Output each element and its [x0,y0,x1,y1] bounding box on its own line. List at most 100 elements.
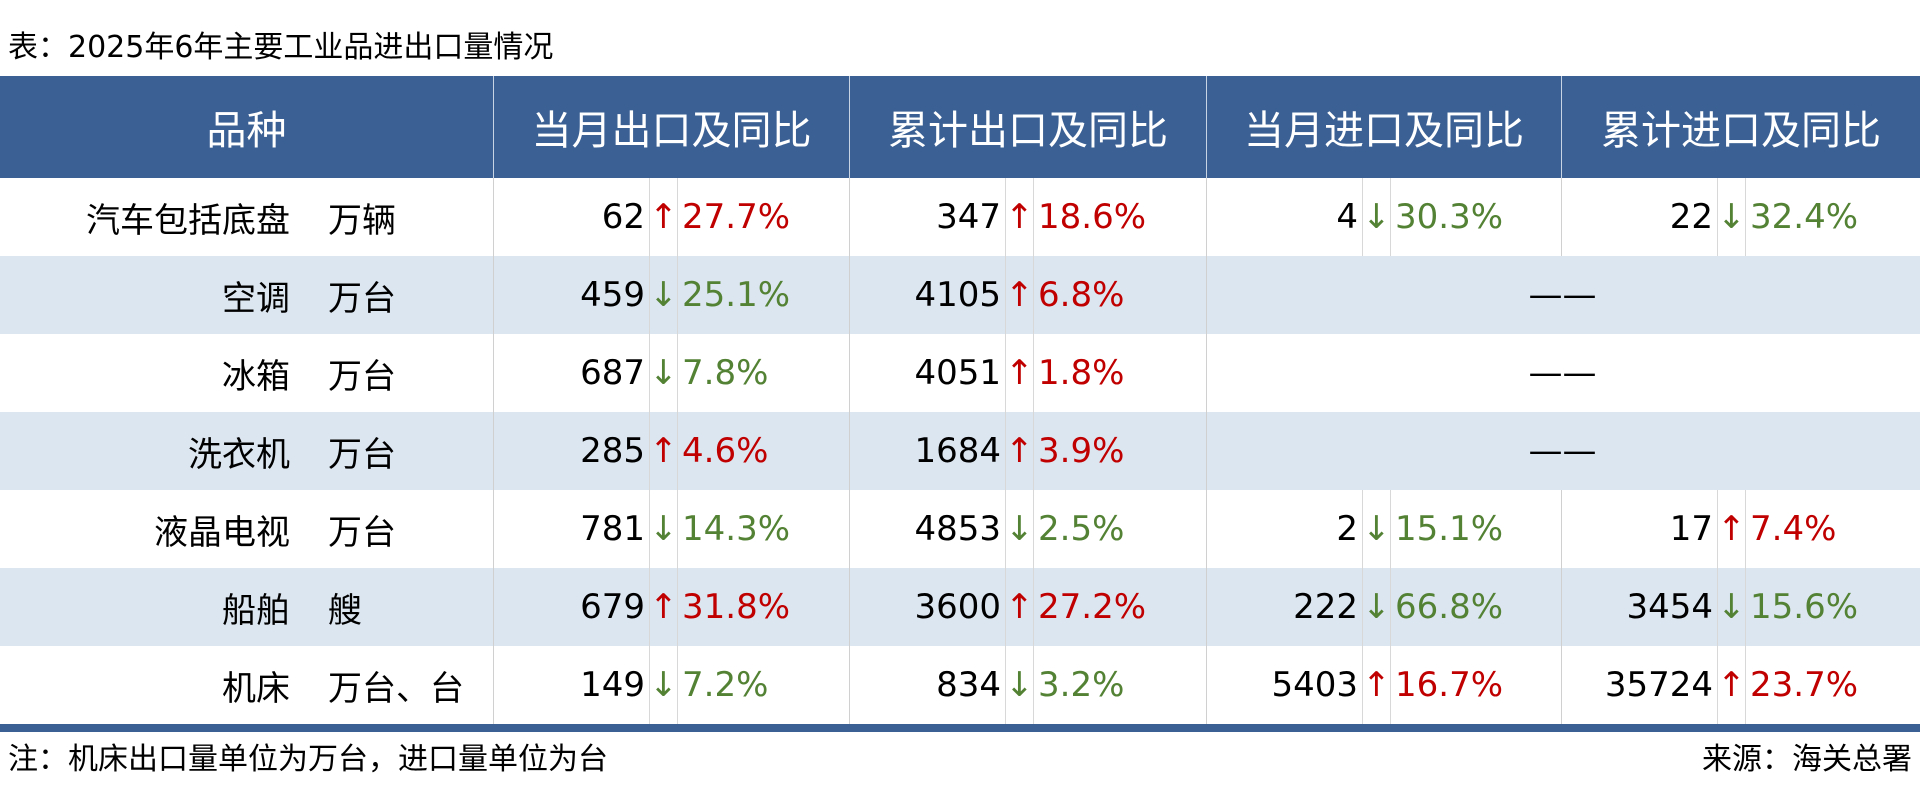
header-cell: 累计出口及同比 [849,76,1206,178]
arrow-up-icon: ↑ [1005,178,1034,256]
table-row: 冰箱 万台 687 ↓ 7.8% 4051 ↑ 1.8% —— [0,334,1920,412]
quantity: 3600 [850,568,1006,646]
product-unit: 万台 [328,434,396,475]
yoy-change: 1.8% [1038,353,1125,393]
yoy-change: 7.4% [1750,509,1837,549]
bottom-rule [0,724,1920,732]
header-cell: 当月出口及同比 [493,76,849,178]
product-name: 空调 [222,278,290,319]
yoy-change: 15.6% [1750,587,1859,627]
product-name: 冰箱 [222,356,290,397]
table-title: 表：2025年6年主要工业品进出口量情况 [8,30,554,65]
arrow-up-icon: ↑ [1717,646,1746,724]
value-cell: 149 ↓ 7.2% [493,646,849,724]
yoy-change: 31.8% [682,587,791,627]
quantity: 17 [1562,490,1718,568]
value-cell: 4853 ↓ 2.5% [849,490,1206,568]
trade-table: 品种 当月出口及同比 累计出口及同比 当月进口及同比 累计进口及同比 汽车包括底… [0,76,1920,732]
product-name: 汽车包括底盘 [86,200,290,241]
source: 来源：海关总署 [1702,742,1912,777]
arrow-down-icon: ↓ [649,646,678,724]
arrow-up-icon: ↑ [649,178,678,256]
yoy-change: 27.2% [1038,587,1147,627]
product-cell: 冰箱 万台 [0,334,493,412]
header-cell: 累计进口及同比 [1561,76,1920,178]
arrow-down-icon: ↓ [649,334,678,412]
value-cell: 4105 ↑ 6.8% [849,256,1206,334]
quantity: 222 [1207,568,1363,646]
quantity: 3454 [1562,568,1718,646]
value-cell: 459 ↓ 25.1% [493,256,849,334]
quantity: 4051 [850,334,1006,412]
product-unit: 万辆 [328,200,396,241]
arrow-up-icon: ↑ [1005,334,1034,412]
value-cell: 5403 ↑ 16.7% [1206,646,1561,724]
value-cell: 4051 ↑ 1.8% [849,334,1206,412]
value-cell: 679 ↑ 31.8% [493,568,849,646]
value-cell: 62 ↑ 27.7% [493,178,849,256]
arrow-down-icon: ↓ [1005,490,1034,568]
header-row: 品种 当月出口及同比 累计出口及同比 当月进口及同比 累计进口及同比 [0,76,1920,178]
yoy-change: 16.7% [1395,665,1504,705]
arrow-down-icon: ↓ [1717,178,1746,256]
arrow-down-icon: ↓ [1362,568,1391,646]
table-row: 空调 万台 459 ↓ 25.1% 4105 ↑ 6.8% —— [0,256,1920,334]
product-name: 船舶 [222,590,290,631]
yoy-change: 4.6% [682,431,769,471]
yoy-change: 15.1% [1395,509,1504,549]
value-cell: 687 ↓ 7.8% [493,334,849,412]
product-name: 机床 [222,668,290,709]
yoy-change: 14.3% [682,509,791,549]
quantity: 149 [494,646,650,724]
quantity: 4853 [850,490,1006,568]
arrow-up-icon: ↑ [1717,490,1746,568]
yoy-change: 66.8% [1395,587,1504,627]
value-cell: 3600 ↑ 27.2% [849,568,1206,646]
value-cell: 35724 ↑ 23.7% [1561,646,1920,724]
import-na: —— [1206,334,1918,412]
product-name: 液晶电视 [154,512,290,553]
product-unit: 万台 [328,278,396,319]
yoy-change: 30.3% [1395,197,1504,237]
arrow-up-icon: ↑ [1005,256,1034,334]
yoy-change: 7.8% [682,353,769,393]
arrow-down-icon: ↓ [1362,490,1391,568]
table-row: 汽车包括底盘 万辆 62 ↑ 27.7% 347 ↑ 18.6% 4 ↓ 30.3% 22 ↓ 32.4% [0,178,1920,256]
quantity: 285 [494,412,650,490]
arrow-down-icon: ↓ [1717,568,1746,646]
yoy-change: 2.5% [1038,509,1125,549]
quantity: 2 [1207,490,1363,568]
yoy-change: 3.2% [1038,665,1125,705]
yoy-change: 18.6% [1038,197,1147,237]
arrow-down-icon: ↓ [649,490,678,568]
value-cell: 222 ↓ 66.8% [1206,568,1561,646]
quantity: 5403 [1207,646,1363,724]
arrow-down-icon: ↓ [1362,178,1391,256]
import-na: —— [1206,412,1918,490]
quantity: 1684 [850,412,1006,490]
value-cell: 22 ↓ 32.4% [1561,178,1920,256]
quantity: 62 [494,178,650,256]
yoy-change: 7.2% [682,665,769,705]
product-cell: 船舶艘 [0,568,493,646]
yoy-change: 23.7% [1750,665,1859,705]
yoy-change: 27.7% [682,197,791,237]
arrow-up-icon: ↑ [649,412,678,490]
quantity: 22 [1562,178,1718,256]
product-cell: 洗衣机 万台 [0,412,493,490]
product-cell: 机床 万台、台 [0,646,493,724]
value-cell: 781 ↓ 14.3% [493,490,849,568]
header-cell: 品种 [206,108,287,154]
value-cell: 1684 ↑ 3.9% [849,412,1206,490]
quantity: 4 [1207,178,1363,256]
arrow-up-icon: ↑ [1005,412,1034,490]
table-row: 液晶电视 万台 781 ↓ 14.3% 4853 ↓ 2.5% 2 ↓ 15.1% 17 ↑ 7.4% [0,490,1920,568]
product-unit: 万台、台 [328,668,464,709]
product-cell: 液晶电视 万台 [0,490,493,568]
product-unit: 万台 [328,512,396,553]
value-cell: 4 ↓ 30.3% [1206,178,1561,256]
import-na: —— [1206,256,1918,334]
yoy-change: 3.9% [1038,431,1125,471]
arrow-up-icon: ↑ [1362,646,1391,724]
quantity: 679 [494,568,650,646]
